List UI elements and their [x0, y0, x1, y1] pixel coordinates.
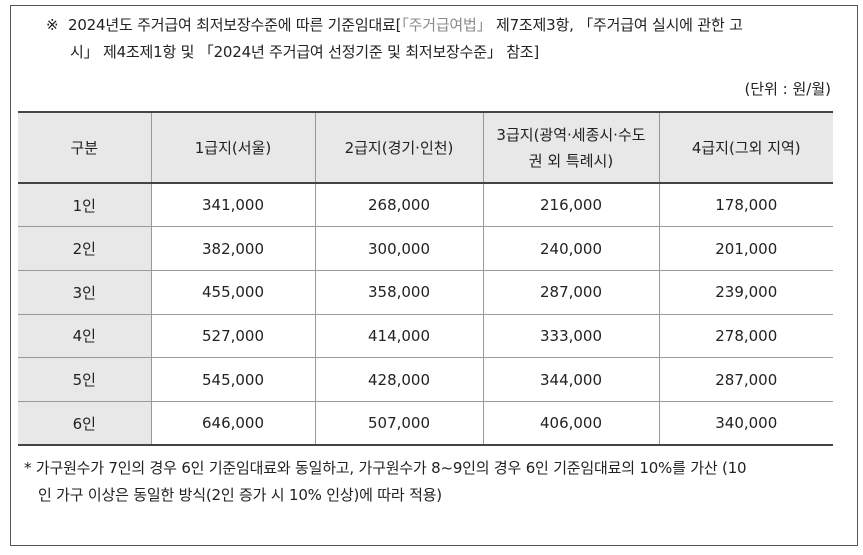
table-row: 5인 545,000 428,000 344,000 287,000	[18, 357, 833, 402]
table-cell: 268,000	[314, 182, 484, 228]
note-text-1: 2024년도 주거급여 최저보장수준에 따른 기준임대료[	[68, 16, 402, 34]
table-cell: 178,000	[658, 182, 833, 228]
table-cell: 414,000	[314, 313, 484, 359]
row-label: 2인	[18, 226, 152, 271]
table-cell: 507,000	[314, 400, 484, 447]
table-cell: 341,000	[150, 182, 316, 228]
note-text-2: 제7조제3항, 「주거급여 실시에 관한 고	[491, 16, 743, 34]
header-tier-2: 2급지(경기·인천)	[314, 111, 484, 184]
table-cell: 239,000	[658, 269, 833, 315]
table-cell: 240,000	[482, 226, 660, 271]
table-cell: 545,000	[150, 357, 316, 402]
table-cell: 527,000	[150, 313, 316, 359]
reference-note-line-1: ※ 2024년도 주거급여 최저보장수준에 따른 기준임대료[「주거급여법」 제7…	[46, 12, 851, 39]
reference-note-line-2: 시」 제4조제1항 및 「2024년 주거급여 선정기준 및 최저보장수준」 참…	[70, 43, 540, 61]
table-row: 4인 527,000 414,000 333,000 278,000	[18, 313, 833, 359]
row-label: 4인	[18, 313, 152, 359]
row-label: 1인	[18, 182, 152, 228]
table-cell: 340,000	[658, 400, 833, 447]
table-cell: 287,000	[658, 357, 833, 402]
table-cell: 201,000	[658, 226, 833, 271]
table-cell: 287,000	[482, 269, 660, 315]
row-label: 5인	[18, 357, 152, 402]
reference-note: ※ 2024년도 주거급여 최저보장수준에 따른 기준임대료[「주거급여법」 제7…	[46, 12, 851, 66]
law-name: 「주거급여법」	[401, 16, 492, 34]
header-category: 구분	[18, 111, 152, 184]
table-cell: 333,000	[482, 313, 660, 359]
table-cell: 278,000	[658, 313, 833, 359]
footnote-line-2: 인 가구 이상은 동일한 방식(2인 증가 시 10% 인상)에 따라 적용)	[38, 486, 442, 504]
table-row: 3인 455,000 358,000 287,000 239,000	[18, 269, 833, 315]
footnote: * 가구원수가 7인의 경우 6인 기준임대료와 동일하고, 가구원수가 8~9…	[24, 455, 834, 509]
table-cell: 216,000	[482, 182, 660, 228]
unit-label: (단위 : 원/월)	[744, 80, 831, 98]
table-row: 6인 646,000 507,000 406,000 340,000	[18, 400, 833, 447]
table-cell: 646,000	[150, 400, 316, 447]
table-cell: 358,000	[314, 269, 484, 315]
table-cell: 428,000	[314, 357, 484, 402]
reference-mark: ※	[46, 16, 59, 34]
footnote-line-1: * 가구원수가 7인의 경우 6인 기준임대료와 동일하고, 가구원수가 8~9…	[24, 459, 747, 477]
table-cell: 300,000	[314, 226, 484, 271]
table-cell: 406,000	[482, 400, 660, 447]
document-frame	[10, 5, 858, 546]
table-row: 1인 341,000 268,000 216,000 178,000	[18, 182, 833, 228]
header-tier-3-line-1: 3급지(광역·세종시·수도	[496, 125, 646, 144]
table-cell: 455,000	[150, 269, 316, 315]
header-tier-3-line-2: 권 외 특례시)	[528, 151, 614, 170]
table-cell: 382,000	[150, 226, 316, 271]
row-label: 3인	[18, 269, 152, 315]
header-tier-1: 1급지(서울)	[150, 111, 316, 184]
table-cell: 344,000	[482, 357, 660, 402]
header-tier-4: 4급지(그외 지역)	[658, 111, 833, 184]
table-row: 2인 382,000 300,000 240,000 201,000	[18, 226, 833, 271]
row-label: 6인	[18, 400, 152, 447]
